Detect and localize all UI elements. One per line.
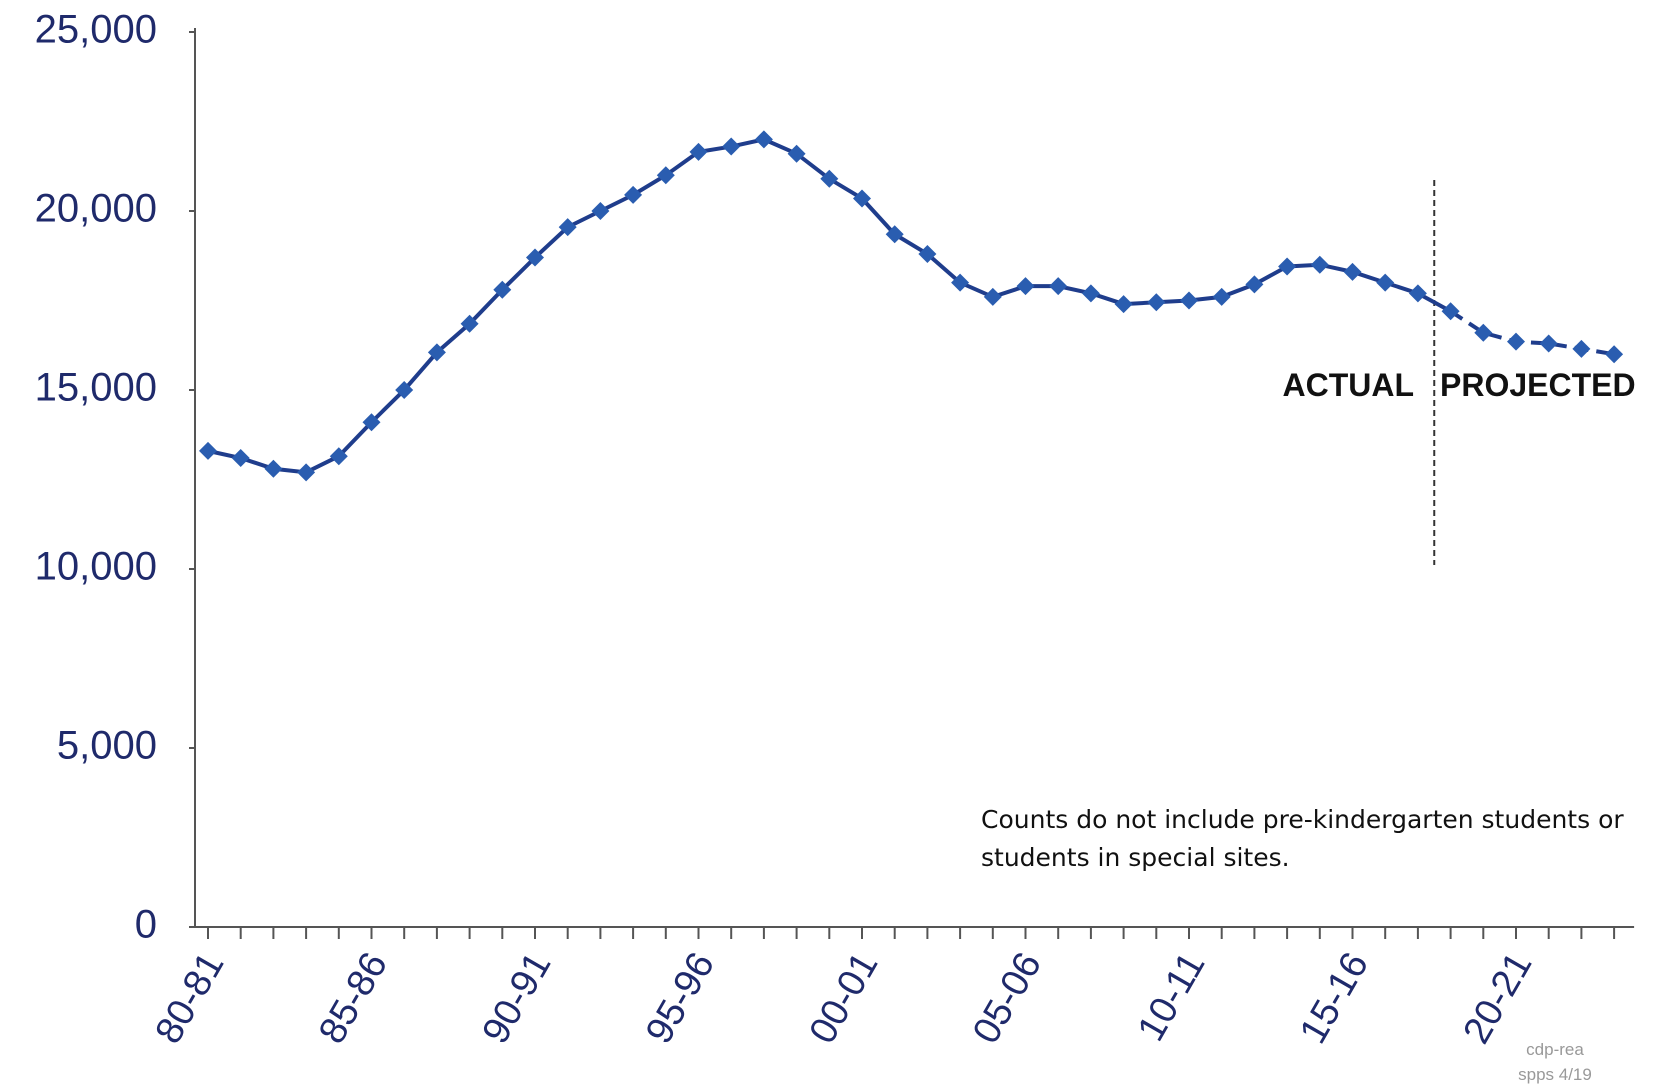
marker [1147, 293, 1166, 312]
annotation: ACTUAL [1282, 367, 1414, 403]
marker [460, 314, 479, 333]
marker [951, 273, 970, 292]
marker [558, 218, 577, 237]
stamp: spps 4/19 [1518, 1065, 1592, 1084]
marker [1278, 257, 1297, 276]
x-tick-label: 10-11 [1130, 946, 1214, 1049]
marker [591, 202, 610, 220]
x-tick-label: 80-81 [148, 946, 233, 1051]
marker [1114, 295, 1133, 314]
marker [918, 244, 937, 263]
marker [1081, 284, 1100, 303]
y-tick-label: 25,000 [35, 8, 157, 52]
marker [1310, 255, 1329, 274]
marker [1212, 287, 1231, 306]
note: Counts do not include pre-kindergarten s… [981, 805, 1624, 834]
marker [427, 343, 446, 362]
y-tick-label: 15,000 [35, 366, 157, 410]
marker [1539, 334, 1558, 353]
y-tick-label: 0 [135, 903, 157, 947]
x-tick-label: 15-16 [1292, 946, 1377, 1051]
marker [297, 463, 316, 482]
marker [1049, 277, 1068, 296]
marker [1343, 262, 1362, 281]
marker [1016, 277, 1035, 296]
marker [1408, 284, 1427, 303]
marker [754, 130, 773, 149]
x-tick-label: 20-21 [1456, 946, 1541, 1051]
x-tick-label: 90-91 [475, 946, 560, 1051]
marker [820, 169, 839, 188]
marker [1441, 302, 1460, 321]
marker [722, 137, 741, 156]
marker [526, 248, 544, 267]
marker [1507, 332, 1525, 351]
x-tick-label: 95-96 [638, 946, 723, 1051]
marker [1180, 291, 1198, 310]
annotation: PROJECTED [1440, 367, 1636, 403]
actual-line [207, 137, 1452, 475]
marker [656, 166, 675, 185]
marker [1245, 275, 1264, 294]
marker [395, 381, 414, 399]
marker [231, 449, 250, 468]
y-tick-label: 5,000 [57, 724, 157, 768]
marker [1572, 339, 1591, 358]
x-tick-label: 05-06 [965, 946, 1050, 1051]
stamp: cdp-rea [1526, 1040, 1584, 1059]
marker [1605, 345, 1624, 364]
marker [199, 441, 217, 460]
marker [983, 287, 1002, 306]
y-tick-label: 10,000 [35, 545, 157, 589]
marker [624, 185, 643, 204]
y-tick-label: 20,000 [35, 187, 157, 231]
marker [689, 142, 708, 161]
marker [885, 225, 904, 244]
marker [853, 189, 871, 208]
note: students in special sites. [981, 843, 1290, 872]
marker [787, 144, 806, 163]
x-tick-label: 85-86 [311, 946, 396, 1051]
marker [1376, 273, 1395, 292]
marker [1474, 323, 1493, 342]
x-tick-label: 00-01 [802, 946, 887, 1051]
marker [264, 459, 283, 478]
marker [329, 447, 348, 466]
marker [493, 280, 512, 299]
marker [362, 413, 381, 432]
